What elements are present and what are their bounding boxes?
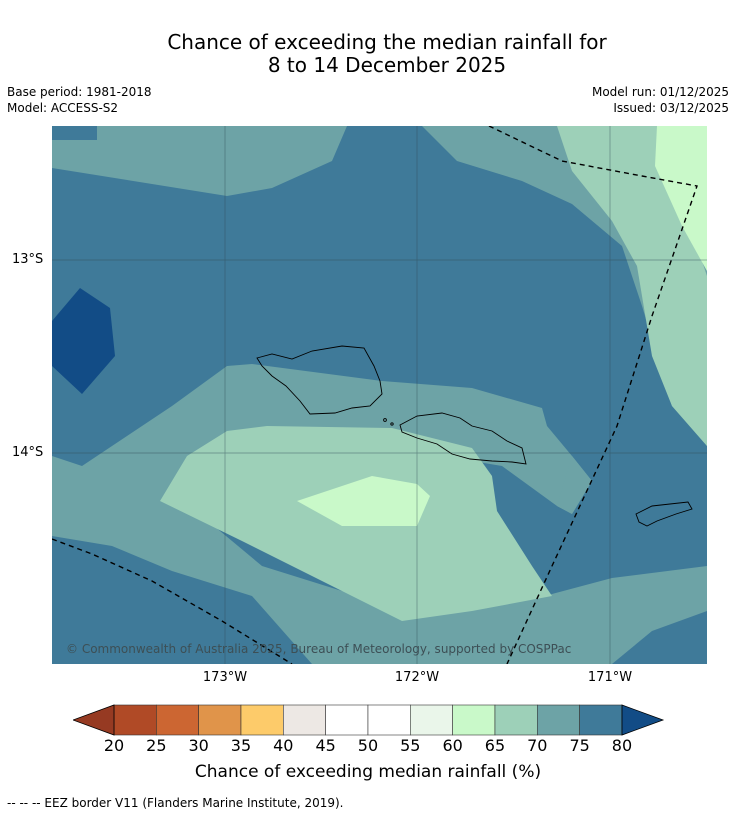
colorbar-cells: [113, 704, 623, 736]
colorbar-tick-label: 70: [527, 736, 548, 755]
colorbar-tick-label: 20: [103, 736, 125, 755]
contour-above-80: [52, 288, 115, 394]
contour-60-65-centre: [297, 476, 430, 526]
colorbar-tick-label: 65: [484, 736, 506, 755]
colorbar-tick-label: 35: [230, 736, 252, 755]
issued-date: Issued: 03/12/2025: [613, 101, 729, 115]
colorbar-cell: [113, 704, 157, 736]
colorbar-cell: [198, 704, 242, 736]
colorbar-cell: [452, 704, 496, 736]
map-gridlines: [52, 126, 707, 664]
colorbar-tick-label: 50: [357, 736, 379, 755]
meta-right: Model run: 01/12/2025 Issued: 03/12/2025: [592, 84, 729, 116]
colorbar-high-extend: [621, 704, 665, 736]
map-svg: [52, 126, 707, 664]
title-line-2: 8 to 14 December 2025: [267, 53, 507, 77]
eez-border: [52, 126, 698, 664]
eez-legend-note: -- -- -- EEZ border V11 (Flanders Marine…: [7, 796, 344, 810]
island-savaii: [256, 345, 383, 415]
lon-label-171w: 171°W: [587, 670, 633, 685]
contour-65-70-east: [557, 126, 707, 446]
colorbar-tick-label: 30: [188, 736, 209, 755]
colorbar-cell: [240, 704, 284, 736]
title-line-1: Chance of exceeding the median rainfall …: [167, 30, 607, 54]
colorbar-cell: [410, 704, 453, 736]
chart-title: Chance of exceeding the median rainfall …: [0, 31, 736, 77]
colorbar-cell: [494, 704, 538, 736]
colorbar-cell: [367, 704, 411, 736]
model-run: Model run: 01/12/2025: [591, 85, 729, 99]
colorbar-cell: [156, 704, 199, 736]
forecast-map[interactable]: [52, 126, 707, 664]
island-tutuila: [635, 501, 693, 527]
colorbar-tick-label: 75: [569, 736, 590, 755]
colorbar: [73, 704, 665, 736]
colorbar-cell: [283, 704, 326, 736]
lat-label-14s: 14°S: [12, 445, 44, 460]
lon-label-173w: 173°W: [202, 670, 248, 685]
base-period: Base period: 1981-2018: [7, 85, 152, 99]
lon-label-172w: 172°W: [394, 670, 440, 685]
copyright-notice: © Commonwealth of Australia 2025, Bureau…: [66, 642, 572, 656]
colorbar-cell: [579, 704, 623, 736]
colorbar-tick-label: 60: [442, 736, 463, 755]
lat-label-13s: 13°S: [12, 252, 44, 267]
colorbar-label: Chance of exceeding median rainfall (%): [194, 762, 542, 782]
model-name: Model: ACCESS-S2: [7, 101, 119, 115]
contour-60-65-east: [655, 126, 707, 271]
colorbar-tick-label: 55: [400, 736, 421, 755]
island-upolu: [399, 412, 527, 465]
colorbar-low-extend: [73, 704, 115, 736]
colorbar-tick-label: 45: [315, 736, 336, 755]
colorbar-tick-label: 80: [611, 736, 633, 755]
colorbar-cell: [325, 704, 369, 736]
colorbar-tick-label: 40: [273, 736, 294, 755]
colorbar-tick-label: 25: [146, 736, 167, 755]
meta-left: Base period: 1981-2018 Model: ACCESS-S2: [7, 84, 152, 116]
contour-70-75-north: [52, 126, 347, 196]
colorbar-cell: [536, 704, 580, 736]
